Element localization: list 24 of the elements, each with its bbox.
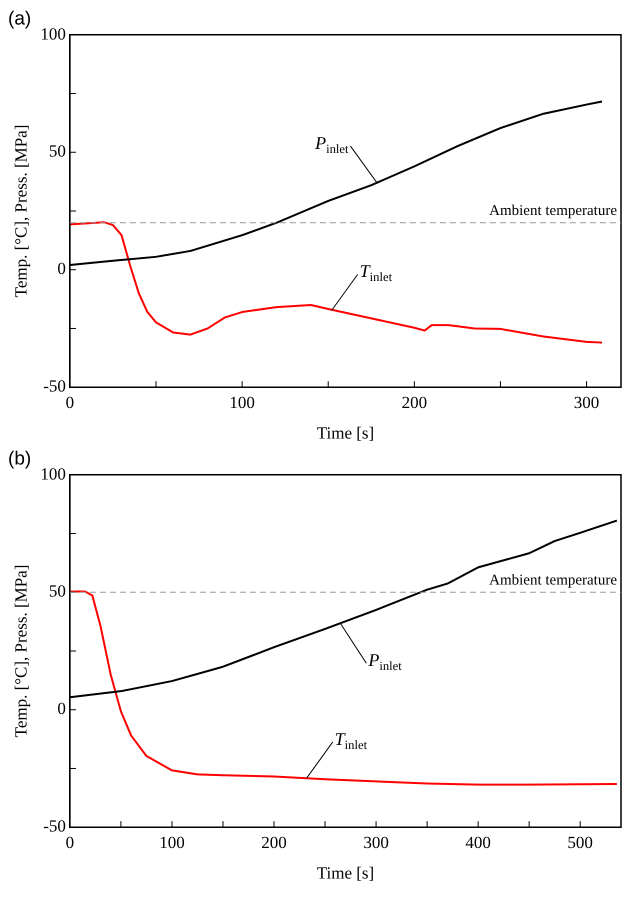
x-axis-title: Time [s] bbox=[316, 863, 374, 882]
x-axis-title: Time [s] bbox=[316, 423, 374, 442]
ref-line-label: Ambient temperature bbox=[489, 572, 618, 589]
y-tick-label: 50 bbox=[48, 142, 66, 161]
y-tick-label: 0 bbox=[57, 699, 66, 718]
chart-title: (b) bbox=[8, 448, 32, 470]
y-tick-label: -50 bbox=[43, 376, 66, 396]
y-tick-label: -50 bbox=[43, 816, 66, 836]
x-tick-label: 200 bbox=[402, 392, 428, 412]
x-tick-label: 100 bbox=[229, 392, 255, 412]
y-tick-label: 100 bbox=[40, 24, 66, 44]
x-tick-label: 400 bbox=[465, 832, 491, 852]
y-tick-label: 100 bbox=[40, 464, 66, 484]
x-tick-label: 300 bbox=[363, 832, 389, 852]
x-tick-label: 200 bbox=[261, 832, 287, 852]
y-tick-label: 50 bbox=[48, 582, 66, 601]
x-tick-label: 500 bbox=[567, 832, 593, 852]
x-tick-label: 300 bbox=[574, 392, 600, 412]
chart-title: (a) bbox=[8, 8, 32, 30]
y-axis-title: Temp. [°C], Press. [MPa] bbox=[12, 564, 31, 738]
ref-line-label: Ambient temperature bbox=[489, 203, 618, 220]
x-tick-label: 100 bbox=[159, 832, 185, 852]
y-tick-label: 0 bbox=[57, 259, 66, 278]
y-axis-title: Temp. [°C], Press. [MPa] bbox=[12, 124, 31, 298]
